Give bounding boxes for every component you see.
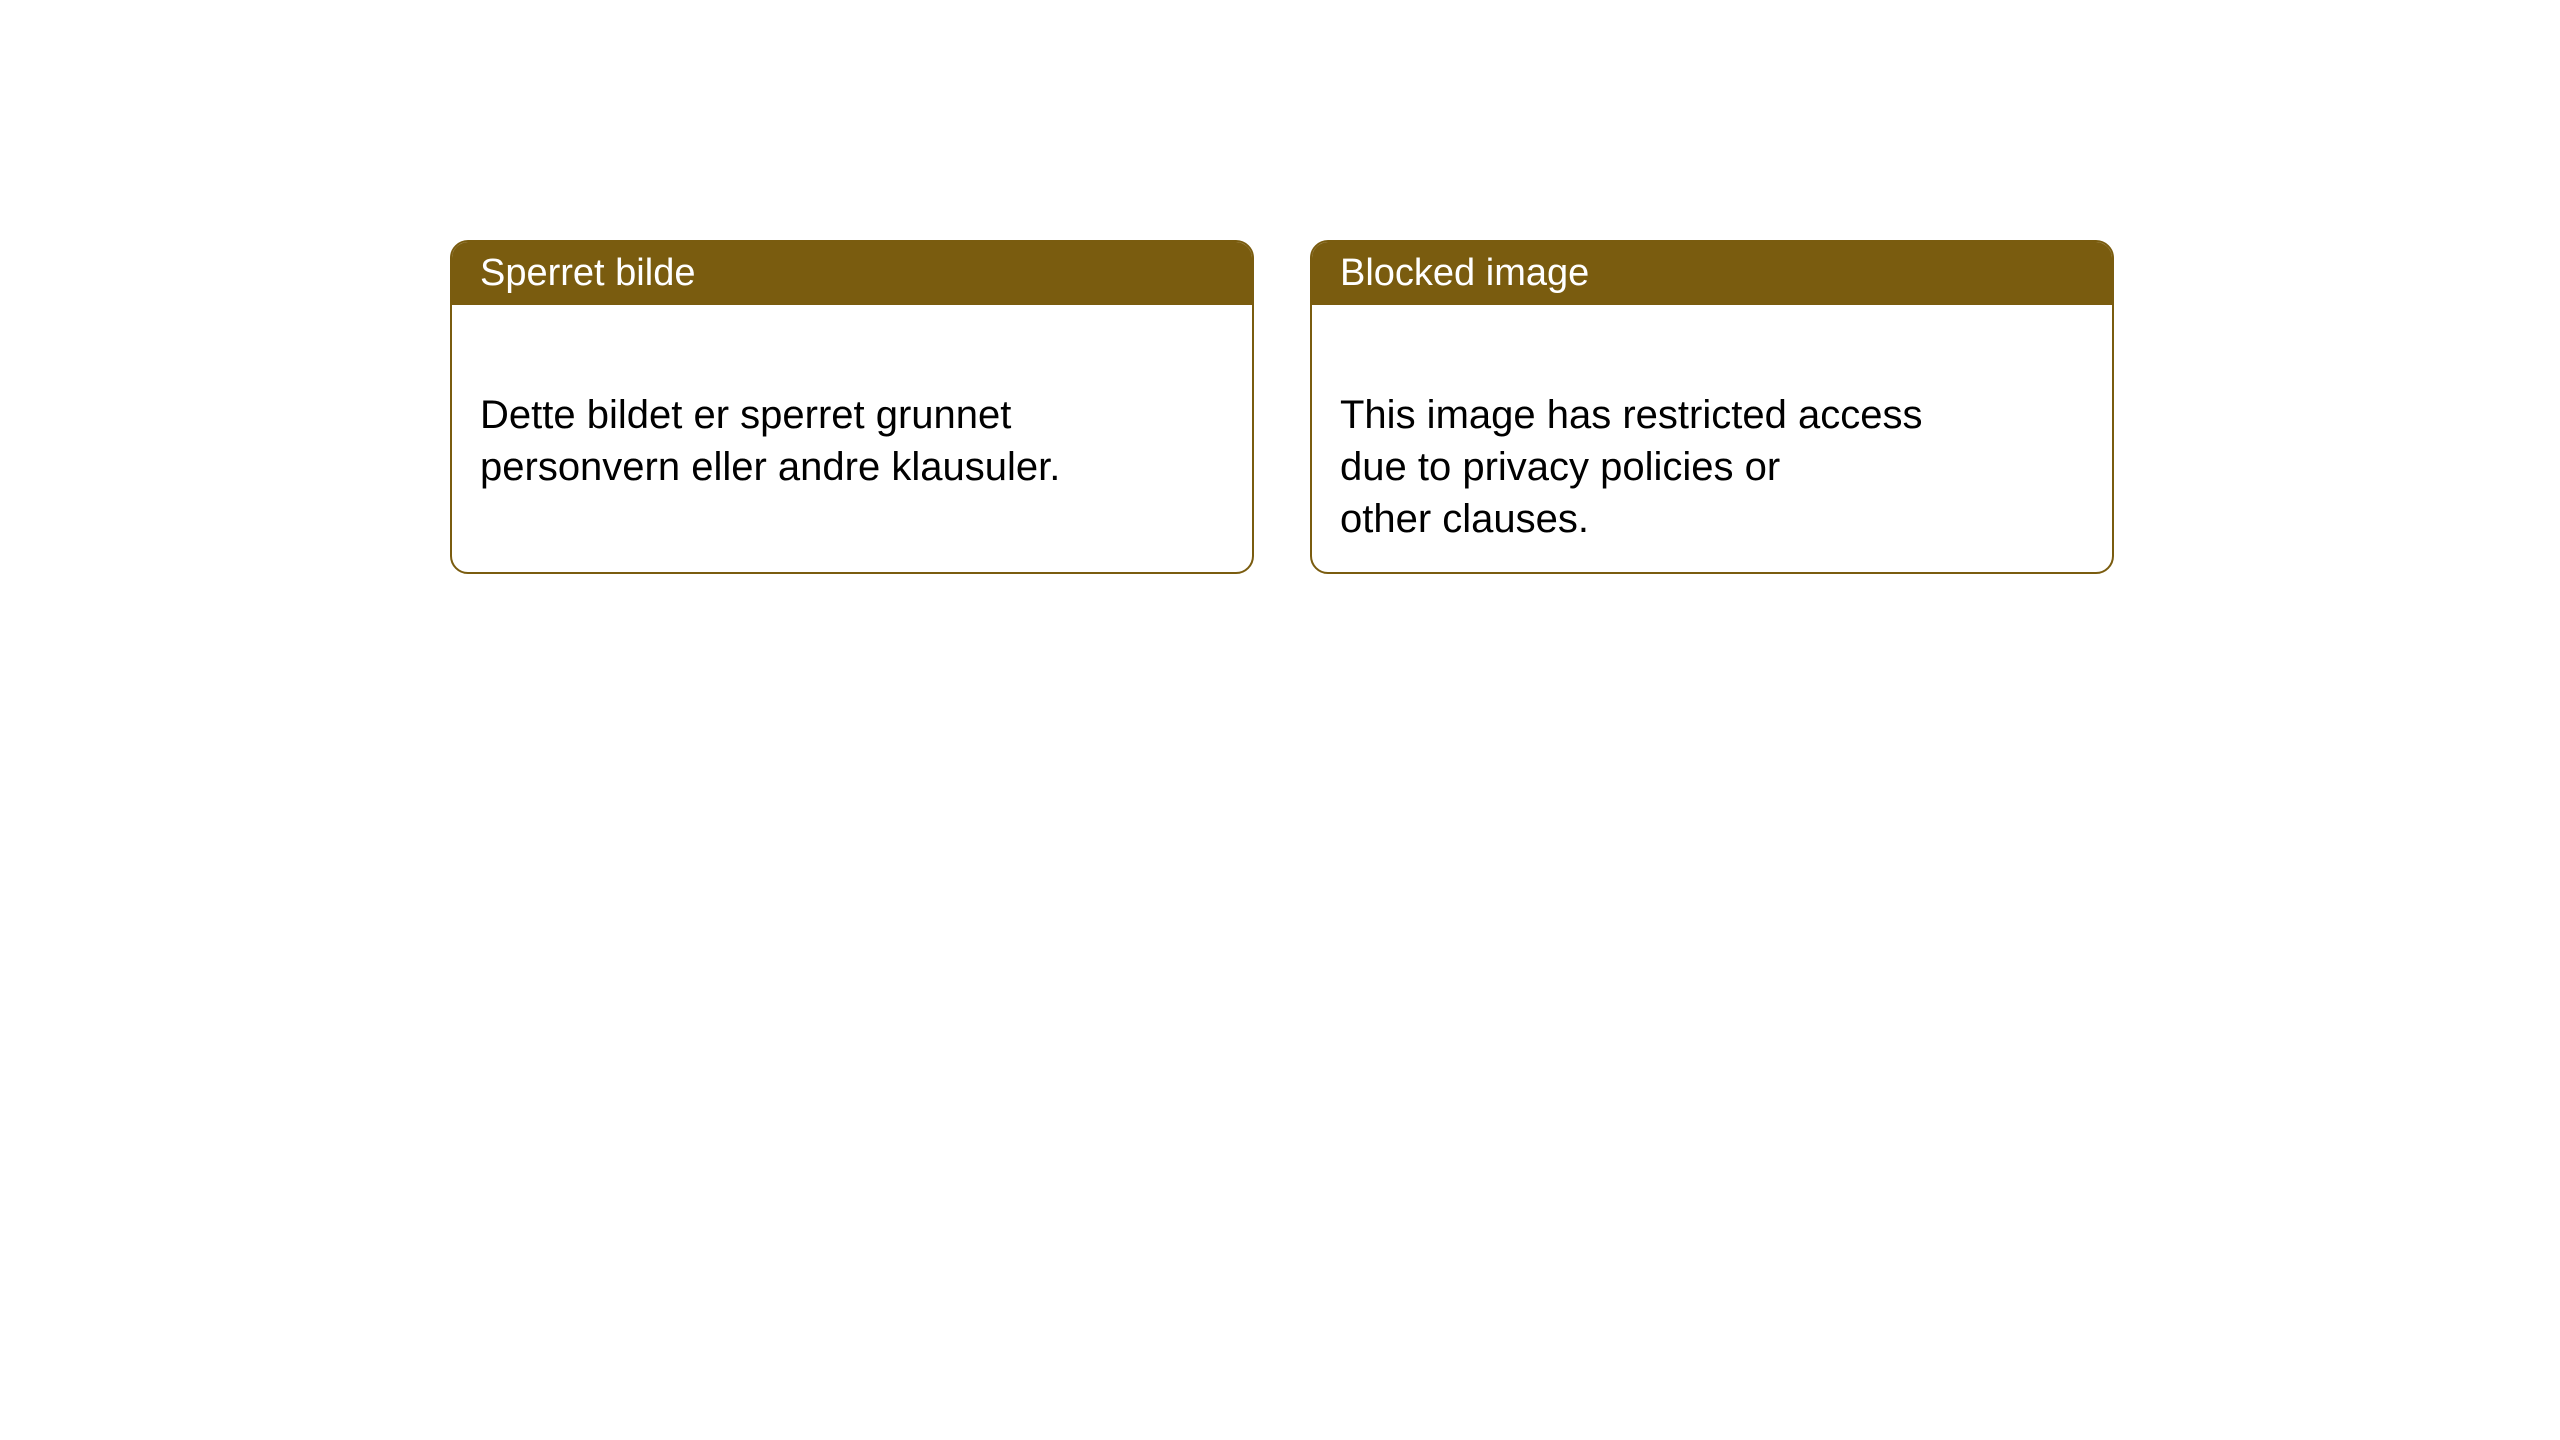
notice-body: This image has restricted access due to … [1312,305,2112,574]
notice-body-text: This image has restricted access due to … [1340,393,1922,541]
notice-header: Sperret bilde [452,242,1252,305]
notice-container: Sperret bilde Dette bildet er sperret gr… [0,0,2560,574]
notice-body-text: Dette bildet er sperret grunnet personve… [480,393,1060,489]
notice-body: Dette bildet er sperret grunnet personve… [452,305,1252,525]
notice-card-english: Blocked image This image has restricted … [1310,240,2114,574]
notice-title: Blocked image [1340,252,1589,294]
notice-card-norwegian: Sperret bilde Dette bildet er sperret gr… [450,240,1254,574]
notice-title: Sperret bilde [480,252,695,294]
notice-header: Blocked image [1312,242,2112,305]
